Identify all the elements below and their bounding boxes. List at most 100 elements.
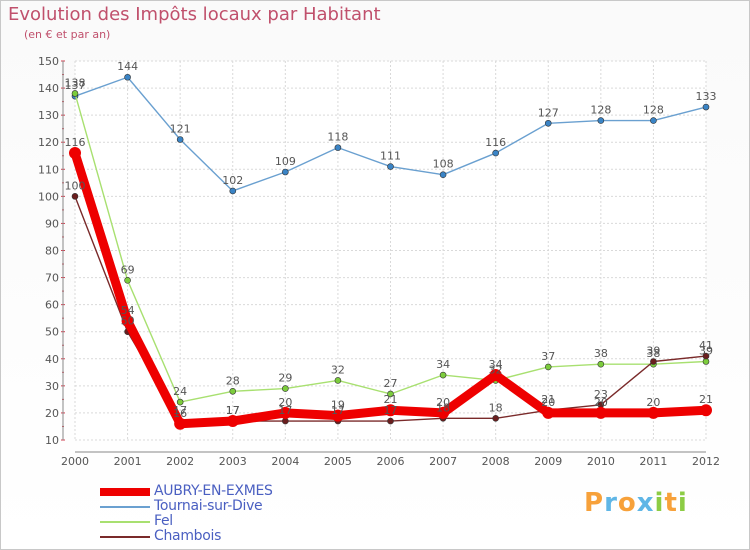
x-tick-label: 2010 (587, 455, 615, 468)
chart-title: Evolution des Impôts locaux par Habitant (8, 4, 381, 25)
data-label: 137 (65, 79, 86, 92)
data-point (387, 390, 394, 398)
data-label: 39 (699, 344, 713, 357)
data-label: 128 (643, 104, 664, 117)
x-tick-label: 2011 (639, 455, 667, 468)
data-point (282, 385, 289, 392)
y-tick-label: 150 (38, 55, 59, 68)
brand-letter: i (677, 488, 688, 518)
data-label: 38 (594, 347, 608, 360)
data-point (121, 314, 134, 327)
data-label: 32 (331, 363, 345, 376)
y-tick-label: 70 (45, 272, 59, 285)
data-label: 128 (590, 104, 611, 117)
data-label: 23 (594, 388, 608, 401)
y-tick-label: 140 (38, 82, 59, 95)
data-label: 144 (117, 60, 138, 73)
data-label: 116 (65, 136, 86, 149)
data-label: 16 (173, 407, 187, 420)
data-point (542, 406, 555, 419)
data-point (334, 144, 342, 151)
series-layer (69, 73, 712, 430)
data-point (384, 404, 397, 417)
data-label: 24 (173, 385, 187, 398)
y-tick-label: 80 (45, 245, 59, 258)
brand-letter: P (584, 488, 605, 518)
data-point (650, 358, 657, 365)
x-tick-label: 2004 (271, 455, 299, 468)
data-point (229, 387, 237, 395)
legend-swatch (100, 535, 150, 538)
data-point (279, 406, 292, 419)
data-label: 20 (646, 396, 660, 409)
data-point (387, 163, 394, 170)
y-tick-label: 30 (45, 380, 59, 393)
data-point (492, 149, 499, 157)
data-label: 38 (646, 347, 660, 360)
legend-label: Tournai-sur-Dive (154, 498, 263, 514)
data-point (387, 417, 394, 425)
data-label: 133 (696, 90, 717, 103)
data-point (650, 117, 657, 124)
data-point (647, 406, 660, 419)
brand-letter: i (654, 488, 665, 518)
data-label: 21 (541, 393, 555, 406)
data-label: 19 (331, 399, 345, 412)
legend-swatch (100, 487, 150, 496)
data-label: 28 (226, 374, 240, 387)
x-tick-label: 2000 (61, 455, 89, 468)
data-label: 50 (121, 315, 135, 328)
x-tick-label: 2002 (166, 455, 194, 468)
data-label: 18 (436, 401, 450, 414)
data-point (597, 117, 605, 124)
y-tick-label: 100 (38, 190, 59, 203)
data-label: 17 (226, 404, 240, 417)
data-point (282, 417, 289, 425)
y-tick-label: 50 (45, 326, 59, 339)
data-point (437, 406, 450, 419)
data-point (124, 73, 131, 81)
axes: 10 20 30 40 50 60 70 80 90 100 110 120 130 140 150 2000… (38, 55, 720, 468)
y-tick-label: 90 (45, 217, 59, 230)
data-point (700, 404, 712, 417)
data-label: 20 (278, 396, 292, 409)
data-point (597, 360, 605, 368)
data-point (702, 358, 710, 365)
data-point (176, 398, 184, 406)
legend-swatch (100, 520, 150, 523)
data-point (229, 187, 237, 195)
data-point (594, 406, 607, 419)
data-point (439, 371, 447, 379)
data-label: 118 (327, 131, 348, 144)
data-point (702, 103, 710, 111)
data-point (492, 415, 499, 422)
data-point (71, 90, 79, 97)
data-label: 20 (594, 396, 608, 409)
data-label: 121 (170, 123, 191, 136)
brand-letter: x (636, 488, 655, 518)
data-point (282, 168, 289, 176)
data-point (489, 369, 502, 382)
y-tick-label: 10 (45, 434, 59, 447)
data-point (69, 147, 81, 160)
data-label: 54 (121, 304, 135, 317)
brand-letter: r (604, 488, 618, 518)
data-point (331, 409, 344, 422)
y-tick-label: 120 (38, 136, 59, 149)
x-tick-label: 2012 (692, 455, 720, 468)
data-label: 17 (384, 404, 398, 417)
y-tick-label: 20 (45, 407, 59, 420)
data-label: 127 (538, 106, 559, 119)
brand-letter: o (617, 488, 637, 518)
legend-label: Fel (154, 513, 173, 529)
y-tick-label: 110 (38, 163, 59, 176)
data-point (226, 415, 239, 428)
data-label: 69 (121, 263, 135, 276)
legend-swatch (100, 505, 150, 508)
data-label: 17 (331, 404, 345, 417)
data-label: 108 (433, 158, 454, 171)
data-label: 116 (485, 136, 506, 149)
data-point (702, 352, 710, 360)
x-tick-label: 2001 (114, 455, 142, 468)
